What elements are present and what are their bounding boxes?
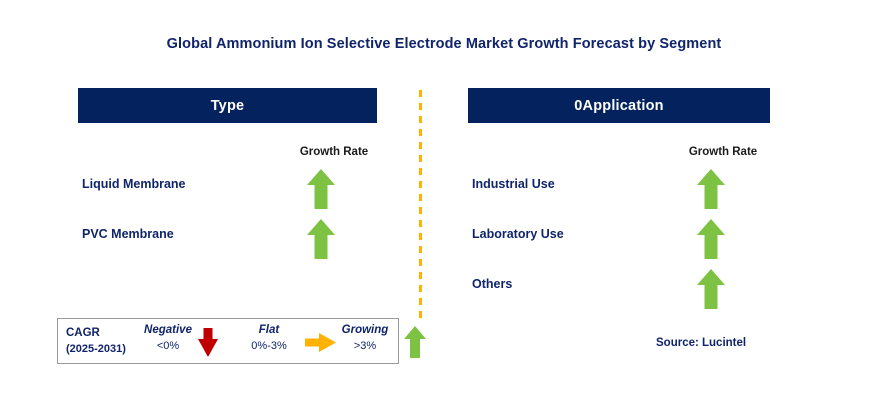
panel-header-type: Type [78,88,377,123]
page-title: Global Ammonium Ion Selective Electrode … [166,36,722,52]
legend-cagr-label: CAGR [66,327,100,339]
arrow-down-icon [197,327,219,363]
segment-label: Laboratory Use [472,227,564,241]
segment-label: Industrial Use [472,177,555,191]
legend-item-negative: Negative <0% [132,322,204,354]
panel-header-label: Type [210,97,245,114]
segment-panel-type: Type Growth Rate Liquid Membrane PVC Mem… [78,88,377,259]
arrow-up-icon [306,218,336,260]
legend-item-flat: Flat 0%-3% [236,322,302,354]
segment-label: PVC Membrane [82,227,174,241]
panel-divider [419,90,422,318]
legend-item-label: Flat [258,324,280,336]
arrow-right-icon [304,332,337,358]
table-row: Liquid Membrane [78,166,377,216]
table-row: Industrial Use [468,166,770,216]
legend-item-growing: Growing >3% [328,322,402,354]
panel-header-application: 0Application [468,88,770,123]
legend-cagr-years: (2025-2031) [66,343,126,355]
arrow-up-icon [696,168,726,210]
segment-row-list-application: Industrial Use Laboratory Use Others [468,166,770,316]
panel-header-label: 0Application [574,97,664,114]
segment-row-list-type: Liquid Membrane PVC Membrane [78,166,377,266]
arrow-up-icon [403,325,427,364]
source-note: Source: Lucintel [656,337,747,349]
cagr-legend: CAGR (2025-2031) Negative <0% Flat 0%-3% [57,318,426,364]
legend-cagr-title: CAGR (2025-2031) [66,325,126,357]
arrow-up-icon [696,268,726,310]
legend-item-value: 0%-3% [251,340,287,352]
legend-item-value: <0% [156,340,180,352]
arrow-up-icon [306,168,336,210]
legend-item-label: Growing [341,324,389,336]
growth-rate-column-header: Growth Rate [299,146,369,158]
segment-label: Others [472,277,513,291]
table-row: Others [468,266,770,316]
table-row: Laboratory Use [468,216,770,266]
arrow-up-icon [696,218,726,260]
legend-item-value: >3% [353,340,377,352]
legend-item-label: Negative [144,324,192,336]
segment-panel-application: 0Application Growth Rate Industrial Use … [468,88,770,309]
segment-label: Liquid Membrane [82,177,186,191]
growth-rate-column-header: Growth Rate [688,146,758,158]
table-row: PVC Membrane [78,216,377,266]
